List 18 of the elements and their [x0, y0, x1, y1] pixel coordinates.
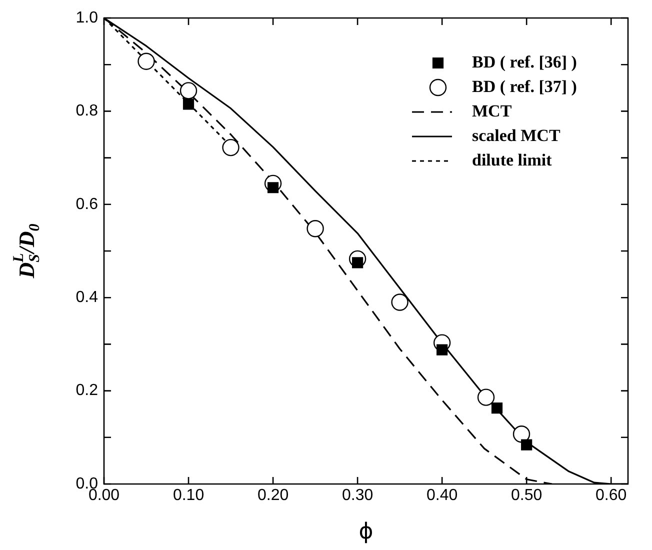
y-tick-label: 0.8 — [76, 102, 98, 120]
x-tick-label: 0.20 — [257, 487, 289, 504]
y-tick-label: 0.6 — [76, 196, 98, 213]
x-tick-label: 0.40 — [426, 487, 458, 504]
x-tick-label: 0.30 — [342, 487, 374, 504]
legend-label: BD ( ref. [36] ) — [472, 52, 577, 72]
x-tick-label: 0.50 — [511, 487, 542, 504]
x-tick-label: 0.60 — [596, 487, 627, 504]
legend-label: BD ( ref. [37] ) — [472, 76, 577, 96]
y-tick-label: 0.2 — [76, 382, 98, 400]
y-tick-label: 0.4 — [76, 289, 98, 306]
y-tick-label: 1.0 — [76, 9, 98, 26]
legend-label: dilute limit — [472, 150, 552, 170]
legend-label: MCT — [472, 101, 512, 120]
x-tick-label: 0.10 — [172, 487, 204, 504]
x-axis-title: ϕ — [358, 520, 374, 545]
legend-label: scaled MCT — [472, 126, 561, 145]
y-axis-title: DSL/D0 — [11, 223, 43, 280]
